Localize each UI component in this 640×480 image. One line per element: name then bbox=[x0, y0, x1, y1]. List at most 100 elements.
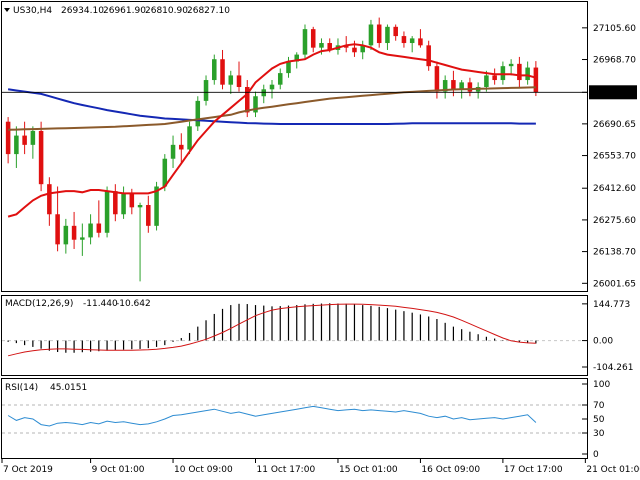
candle-body bbox=[368, 24, 374, 46]
candle-body bbox=[533, 67, 539, 93]
candle-body bbox=[484, 75, 489, 87]
time-tick-label: 16 Oct 09:00 bbox=[421, 465, 480, 475]
candle-body bbox=[154, 186, 159, 226]
candle-body bbox=[261, 89, 267, 97]
candle-body bbox=[195, 100, 201, 127]
candle-body bbox=[426, 45, 431, 67]
candle-body bbox=[319, 43, 324, 48]
macd-signal-line bbox=[7, 303, 536, 357]
macd-panel-frame bbox=[1, 295, 588, 376]
time-tick-label: 11 Oct 17:00 bbox=[257, 465, 316, 475]
rsi-tick-label: 100 bbox=[593, 380, 610, 390]
candle-body bbox=[228, 75, 234, 85]
high-value: 26961.90 bbox=[103, 6, 146, 16]
candle-body bbox=[179, 144, 184, 150]
candlestick-series bbox=[5, 17, 539, 282]
ma-slow-line bbox=[7, 88, 536, 125]
dropdown-triangle-icon[interactable] bbox=[4, 8, 10, 12]
price-tick-label: 26553.70 bbox=[593, 152, 636, 162]
candle-body bbox=[343, 45, 349, 48]
low-value: 26810.90 bbox=[145, 6, 188, 16]
candle-body bbox=[38, 130, 44, 185]
candle-body bbox=[170, 144, 176, 159]
candle-body bbox=[244, 86, 250, 113]
time-tick-label: 10 Oct 09:00 bbox=[174, 465, 233, 475]
candle-body bbox=[294, 54, 300, 62]
candle-body bbox=[212, 59, 217, 81]
open-value: 26934.10 bbox=[61, 6, 104, 16]
rsi-axis: 100 70 50 30 0 bbox=[582, 380, 610, 460]
time-tick-label: 15 Oct 01:00 bbox=[339, 465, 398, 475]
candle-body bbox=[269, 84, 275, 90]
rsi-value: 45.0151 bbox=[50, 383, 87, 393]
candle-body bbox=[286, 61, 291, 74]
macd-tick-label: 0.00 bbox=[593, 337, 613, 347]
price-tick-label: 26968.70 bbox=[593, 56, 636, 66]
candle-body bbox=[253, 96, 258, 113]
candle-body bbox=[434, 66, 440, 92]
candle-body bbox=[5, 121, 11, 155]
candle-body bbox=[146, 205, 151, 226]
macd-axis: 144.773 0.00 -104.261 bbox=[582, 300, 633, 373]
ma-mid-line bbox=[8, 86, 536, 131]
candle-body bbox=[401, 36, 407, 44]
current-price-marker: 26827.10 bbox=[2, 85, 637, 100]
moving-averages bbox=[7, 43, 537, 218]
candle-body bbox=[352, 47, 357, 53]
candle-body bbox=[203, 80, 209, 101]
price-tick-label: 26412.60 bbox=[593, 184, 636, 194]
candle-body bbox=[327, 43, 332, 50]
candle-body bbox=[187, 126, 192, 150]
candle-body bbox=[467, 82, 473, 92]
rsi-line bbox=[2, 404, 588, 434]
candle-body bbox=[302, 29, 308, 55]
macd-tick-label: 144.773 bbox=[593, 300, 630, 310]
candle-body bbox=[71, 225, 77, 240]
current-price-label: 26827.10 bbox=[593, 88, 636, 98]
price-axis: 27105.60 26968.70 26690.65 26553.70 26412.60… bbox=[582, 24, 636, 289]
candle-body bbox=[492, 75, 497, 81]
rsi-tick-label: 0 bbox=[593, 450, 599, 460]
macd-value: -11.440 bbox=[83, 299, 118, 309]
time-tick-label: 7 Oct 2019 bbox=[3, 465, 53, 475]
candle-body bbox=[55, 214, 60, 245]
price-tick-label: 27105.60 bbox=[593, 24, 636, 34]
close-value: 26827.10 bbox=[187, 6, 230, 16]
time-axis: 7 Oct 2019 9 Oct 01:00 10 Oct 09:00 11 Oct … bbox=[1, 459, 640, 475]
candle-body bbox=[385, 26, 390, 44]
candle-body bbox=[451, 80, 456, 90]
candle-body bbox=[113, 191, 118, 215]
candle-body bbox=[162, 158, 168, 187]
candle-body bbox=[418, 38, 423, 46]
macd-histogram bbox=[2, 303, 588, 357]
candle-body bbox=[63, 225, 69, 245]
rsi-title: RSI(14) bbox=[5, 383, 38, 393]
candle-body bbox=[104, 191, 110, 233]
price-tick-label: 26690.65 bbox=[593, 120, 636, 130]
candle-body bbox=[14, 135, 19, 155]
candle-body bbox=[517, 63, 522, 81]
macd-title: MACD(12,26,9) bbox=[5, 299, 73, 309]
candle-body bbox=[30, 130, 36, 145]
current-price-box bbox=[589, 85, 637, 100]
candle-body bbox=[220, 59, 225, 85]
macd-signal-value: -10.642 bbox=[116, 299, 151, 309]
candle-body bbox=[500, 66, 506, 81]
candle-body bbox=[22, 135, 27, 145]
candle-body bbox=[442, 80, 448, 92]
time-tick-label: 17 Oct 17:00 bbox=[504, 465, 563, 475]
price-tick-label: 26275.60 bbox=[593, 216, 636, 226]
candle-body bbox=[277, 73, 283, 85]
candle-body bbox=[409, 38, 415, 44]
time-tick-label: 21 Oct 01:00 bbox=[586, 465, 640, 475]
candle-body bbox=[80, 237, 85, 240]
ma-fast-line bbox=[7, 43, 537, 218]
candle-body bbox=[47, 184, 52, 215]
candle-body bbox=[137, 205, 143, 208]
rsi-series-line bbox=[7, 405, 537, 427]
price-panel-frame bbox=[1, 1, 588, 292]
price-tick-label: 26001.65 bbox=[593, 279, 636, 289]
price-tick-label: 26138.70 bbox=[593, 248, 636, 258]
macd-tick-label: -104.261 bbox=[593, 363, 633, 373]
